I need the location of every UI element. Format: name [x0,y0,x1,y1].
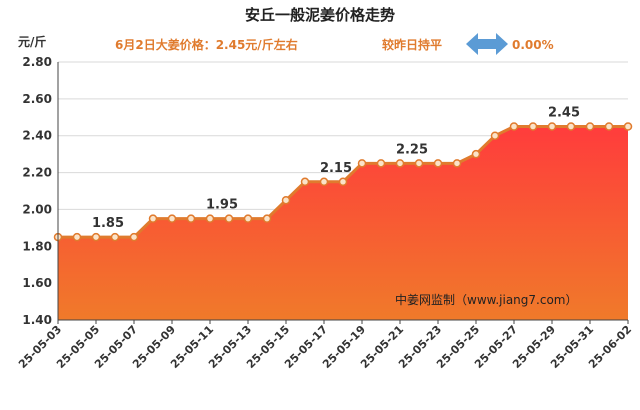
data-point [91,232,101,242]
change-value: 0.00% [512,38,554,52]
data-label: 2.15 [320,161,352,176]
y-axis-label: 元/斤 [18,34,46,49]
y-tick-labels: 1.40 1.60 1.80 2.00 2.20 2.40 2.60 2.80 [22,55,52,327]
data-point [300,177,310,187]
flat-arrow-icon [466,33,508,55]
data-point [395,159,405,168]
y-tick-label: 1.80 [22,239,52,253]
data-points [53,122,633,242]
y-tick-label: 2.40 [22,129,52,143]
data-label: 2.45 [548,106,580,121]
data-point [186,214,196,223]
data-point [319,177,329,187]
price-area [58,126,628,320]
data-point [72,232,82,242]
data-point [471,149,481,159]
data-point [509,122,519,131]
data-point [452,159,462,168]
data-point [110,232,120,242]
data-point [490,131,500,140]
data-point [262,214,272,223]
y-tick-label: 2.00 [22,202,52,216]
data-point [338,177,348,187]
price-subtitle: 6月2日大姜价格：2.45元/斤左右 [115,37,298,52]
y-tick-label: 2.80 [22,55,52,69]
data-point [566,122,576,131]
data-point [414,159,424,168]
data-label: 1.85 [92,216,124,231]
data-point [547,122,557,131]
data-point [205,214,215,223]
y-tick-label: 2.60 [22,92,52,106]
data-point [148,214,158,223]
data-label: 1.95 [206,198,238,213]
axes [57,62,629,324]
data-point [376,159,386,168]
data-point [528,122,538,131]
chart-title: 安丘一般泥姜价格走势 [245,6,395,24]
data-point [129,232,139,242]
data-labels: 1.85 1.95 2.15 2.25 2.45 [92,106,580,232]
data-label: 2.25 [396,142,428,157]
y-tick-label: 2.20 [22,166,52,180]
data-point [623,122,633,131]
data-point [167,214,177,223]
y-tick-label: 1.40 [22,313,52,327]
data-point [281,195,291,205]
data-point [243,214,253,223]
data-point [357,159,367,168]
data-point [224,214,234,223]
data-point [604,122,614,131]
y-tick-label: 1.60 [22,276,52,290]
x-tick-labels: 25-05-0325-05-0525-05-0725-05-0925-05-11… [16,323,634,371]
change-subtitle: 较昨日持平 [382,37,442,52]
data-point [585,122,595,131]
watermark: 中姜网监制（www.jiang7.com） [395,292,577,307]
data-point [433,159,443,168]
